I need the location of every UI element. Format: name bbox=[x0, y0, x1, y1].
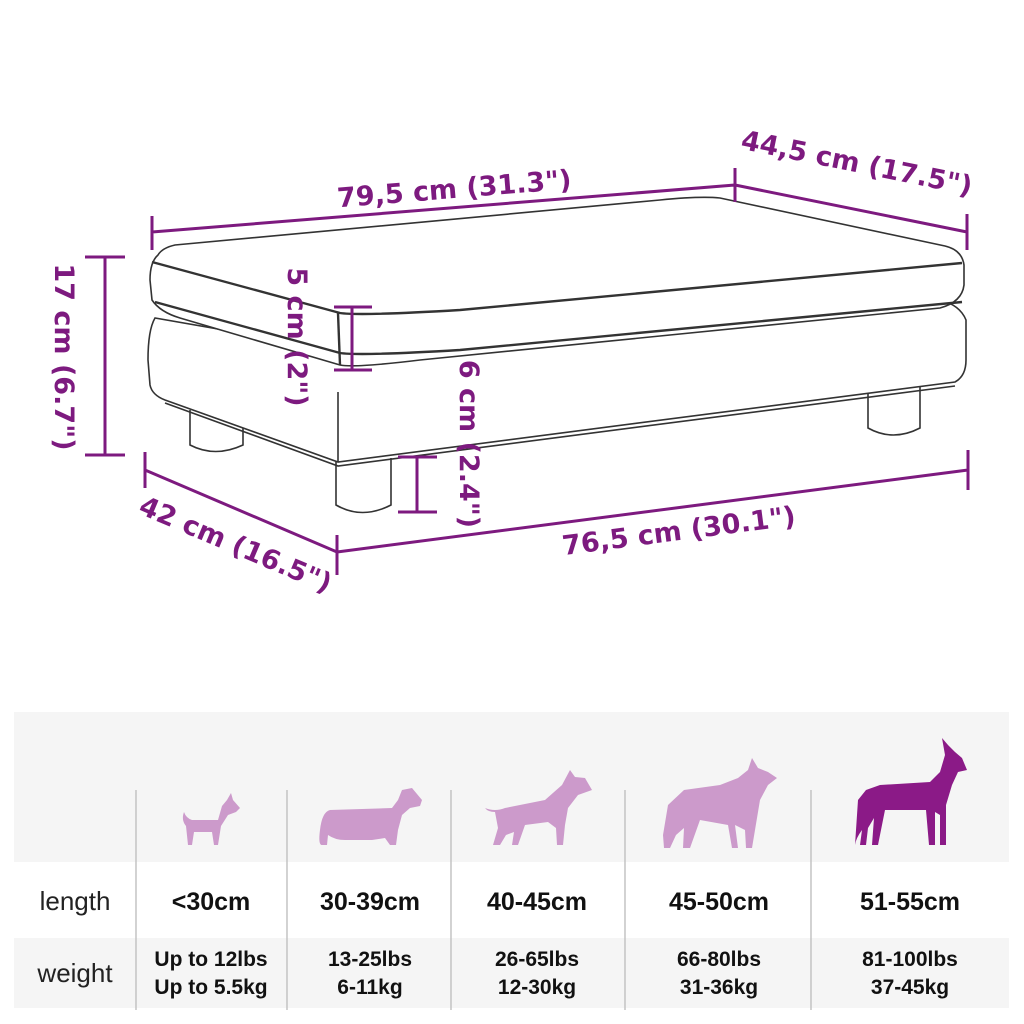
weight-lbs-value: 26-65lbs bbox=[495, 948, 579, 971]
top-depth-line bbox=[734, 183, 969, 250]
bottom-length-label: 76,5 cm (30.1") bbox=[560, 501, 797, 562]
weight-kg-value: Up to 5.5kg bbox=[154, 976, 267, 999]
legs-label: 6 cm (2.4") bbox=[453, 360, 484, 528]
bottom-depth-line bbox=[143, 452, 339, 575]
weight-lbs-value: 66-80lbs bbox=[677, 948, 761, 971]
dog-size-table: length weight <30cm 30-39cm 40-45cm 45-5… bbox=[14, 712, 1009, 1010]
length-value: <30cm bbox=[172, 888, 251, 916]
leg-front bbox=[335, 458, 392, 514]
weight-kg-value: 12-30kg bbox=[498, 976, 576, 999]
weight-kg-value: 6-11kg bbox=[337, 976, 402, 999]
weight-kg-value: 37-45kg bbox=[871, 976, 949, 999]
sofa-base bbox=[147, 299, 967, 463]
weight-kg-value: 31-36kg bbox=[680, 976, 758, 999]
length-row-label: length bbox=[40, 886, 111, 916]
dimension-lines bbox=[85, 168, 970, 575]
top-depth-label: 44,5 cm (17.5") bbox=[739, 125, 975, 202]
bull-terrier-icon bbox=[485, 770, 592, 845]
dachshund-icon bbox=[319, 788, 422, 845]
leg-back-right bbox=[867, 385, 921, 436]
cushion-corner bbox=[336, 312, 342, 366]
cushion-piping-top bbox=[151, 260, 963, 316]
shepherd-icon bbox=[663, 758, 777, 848]
height-label: 17 cm (6.7") bbox=[48, 263, 79, 450]
weight-row-band bbox=[14, 938, 1009, 1008]
height-line bbox=[85, 255, 125, 457]
dog-icons-band bbox=[14, 712, 1009, 862]
cushion-label: 5 cm (2") bbox=[281, 267, 312, 406]
weight-lbs-value: 81-100lbs bbox=[862, 948, 958, 971]
legs-line bbox=[398, 455, 437, 514]
length-value: 51-55cm bbox=[860, 888, 960, 916]
bottom-length-line bbox=[336, 450, 970, 554]
length-value: 45-50cm bbox=[669, 888, 769, 916]
length-value: 40-45cm bbox=[487, 888, 587, 916]
column-dividers bbox=[135, 790, 812, 1010]
length-value: 30-39cm bbox=[320, 888, 420, 916]
pet-sofa-drawing bbox=[147, 196, 967, 514]
base-bottom-edge bbox=[164, 385, 956, 467]
great-dane-icon bbox=[855, 738, 967, 845]
weight-row-label: weight bbox=[36, 958, 113, 988]
weight-lbs-value: Up to 12lbs bbox=[154, 948, 267, 971]
chihuahua-icon bbox=[182, 793, 240, 845]
weight-lbs-value: 13-25lbs bbox=[328, 948, 412, 971]
cushion-piping-bottom bbox=[154, 300, 963, 356]
cushion-line bbox=[334, 305, 372, 372]
